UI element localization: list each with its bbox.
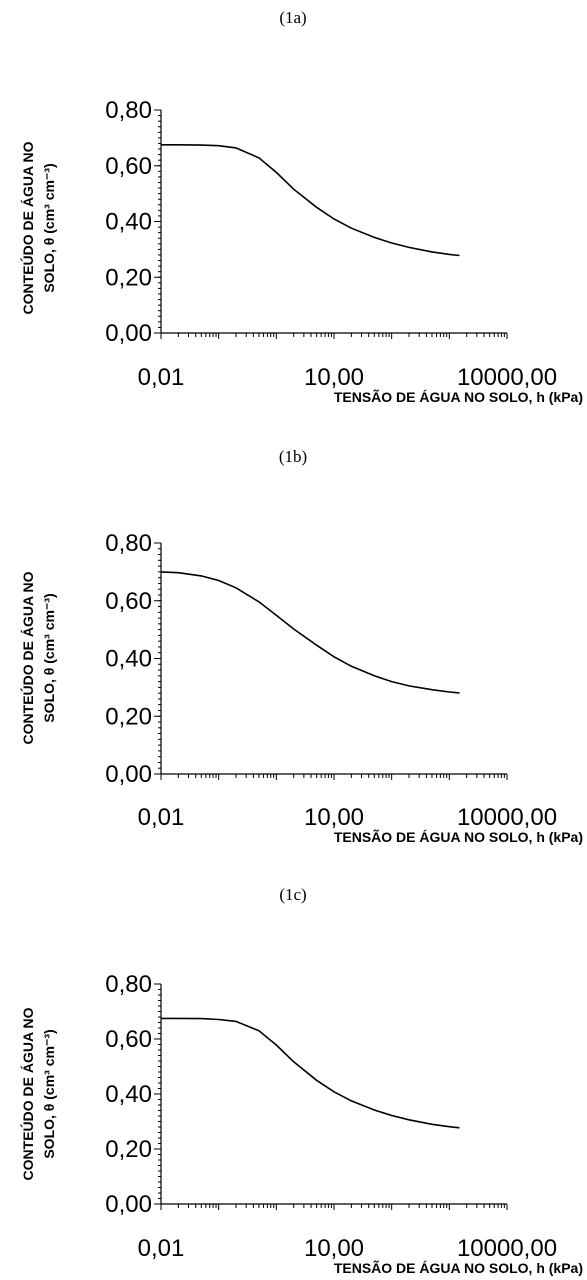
y-axis-title-line1: CONTEÚDO DE ÁGUA NO xyxy=(19,1007,36,1180)
y-axis-title-line1: CONTEÚDO DE ÁGUA NO xyxy=(19,141,36,314)
y-tick-label: 0,80 xyxy=(105,530,152,557)
y-tick-label: 0,20 xyxy=(105,1136,152,1163)
x-tick-label: 0,01 xyxy=(138,1235,185,1262)
panel-label: (1b) xyxy=(279,447,307,466)
y-axis-title-line2: SOLO, θ (cm³ cm⁻³) xyxy=(41,1029,57,1158)
y-tick-label: 0,20 xyxy=(105,264,152,291)
y-tick-label: 0,40 xyxy=(105,646,152,673)
y-tick-label: 0,80 xyxy=(105,97,152,124)
y-tick-label: 0,40 xyxy=(105,209,152,236)
y-tick-label: 0,00 xyxy=(105,320,152,347)
y-tick-label: 0,00 xyxy=(105,761,152,788)
retention-curve xyxy=(161,1017,460,1129)
y-axis-title-line2: SOLO, θ (cm³ cm⁻³) xyxy=(41,593,57,722)
y-axis-title-line2: SOLO, θ (cm³ cm⁻³) xyxy=(41,163,57,292)
y-tick-label: 0,20 xyxy=(105,703,152,730)
x-tick-label: 10,00 xyxy=(304,1235,364,1262)
x-axis-title: TENSÃO DE ÁGUA NO SOLO, h (kPa) xyxy=(334,1259,583,1276)
y-axis-title-line1: CONTEÚDO DE ÁGUA NO xyxy=(19,571,36,744)
panel-label: (1a) xyxy=(279,8,306,27)
x-tick-label: 0,01 xyxy=(138,804,185,831)
x-tick-label: 0,01 xyxy=(138,364,185,391)
y-tick-label: 0,80 xyxy=(105,971,152,998)
x-tick-label: 10,00 xyxy=(304,364,364,391)
y-tick-label: 0,60 xyxy=(105,1026,152,1053)
x-tick-label: 10,00 xyxy=(304,804,364,831)
y-tick-label: 0,00 xyxy=(105,1191,152,1218)
x-axis-title: TENSÃO DE ÁGUA NO SOLO, h (kPa) xyxy=(334,828,583,845)
retention-curve xyxy=(160,571,460,694)
x-tick-label: 10000,00 xyxy=(457,364,557,391)
panel-label: (1c) xyxy=(279,885,306,904)
y-tick-label: 0,40 xyxy=(105,1081,152,1108)
y-tick-label: 0,60 xyxy=(105,588,152,615)
x-axis-title: TENSÃO DE ÁGUA NO SOLO, h (kPa) xyxy=(334,388,583,405)
x-tick-label: 10000,00 xyxy=(457,804,557,831)
y-tick-label: 0,60 xyxy=(105,153,152,180)
x-tick-label: 10000,00 xyxy=(457,1235,557,1262)
retention-curve xyxy=(161,144,460,257)
